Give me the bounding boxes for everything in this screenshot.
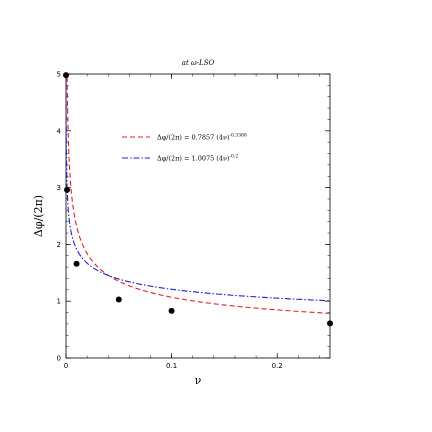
x-tick-label: 0 <box>64 362 68 370</box>
x-tick-label: 0.2 <box>272 362 283 370</box>
y-tick-label: 2 <box>57 241 61 249</box>
y-axis-label: Δφ/(2π) <box>32 195 45 237</box>
x-tick-label: 0.1 <box>166 362 177 370</box>
x-axis-ticks: 0 0.1 0.2 <box>64 74 320 370</box>
data-points <box>63 72 333 327</box>
y-tick-label: 1 <box>57 298 61 306</box>
series-1-line <box>66 74 330 314</box>
data-point <box>168 307 175 314</box>
y-tick-label: 5 <box>57 71 61 79</box>
data-point <box>327 320 333 327</box>
series-2-line <box>66 74 330 302</box>
y-tick-label: 4 <box>57 127 62 135</box>
legend-label-series-2: Δφ/(2π) = 1.0075 (4ν)-0.2 <box>157 154 238 163</box>
legend-label-series-1: Δφ/(2π) = 0.7857 (4ν)-0.3368 <box>157 133 247 142</box>
chart-title: at ω-LSO <box>182 59 215 67</box>
y-tick-label: 0 <box>57 355 61 363</box>
x-axis-label: ν <box>195 374 202 387</box>
data-point <box>115 296 122 303</box>
plot-frame <box>65 73 331 359</box>
series-layer <box>66 74 330 314</box>
data-point <box>64 186 71 193</box>
y-tick-label: 3 <box>57 184 61 192</box>
data-point <box>73 260 80 267</box>
y-axis-ticks: 0 1 2 3 4 5 <box>57 71 330 363</box>
legend: Δφ/(2π) = 0.7857 (4ν)-0.3368 Δφ/(2π) = 1… <box>122 133 247 163</box>
data-point <box>63 72 69 79</box>
